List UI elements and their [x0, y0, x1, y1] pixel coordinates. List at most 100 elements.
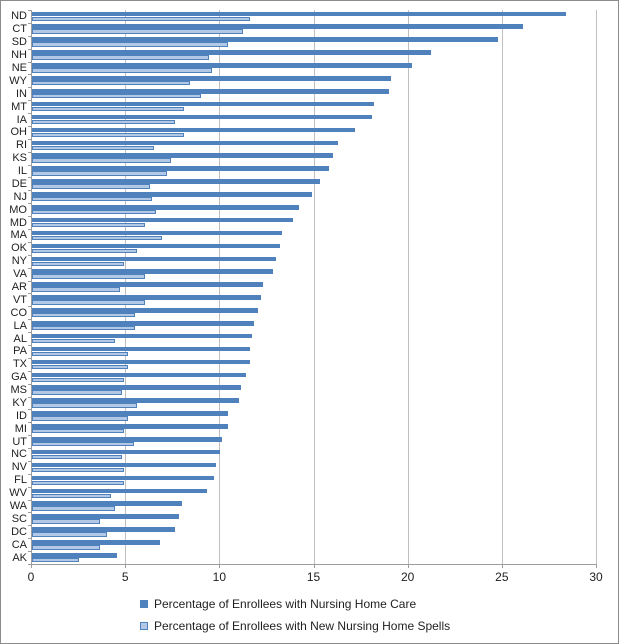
x-axis-tick — [501, 564, 503, 568]
bar-row-ok — [32, 242, 596, 255]
y-axis-label-ms: MS — [10, 384, 28, 397]
y-axis-tick — [27, 473, 32, 475]
y-axis-label-oh: OH — [10, 126, 28, 139]
bar-new-spells-nh — [32, 55, 209, 60]
legend-entry-nursing-home-care: Percentage of Enrollees with Nursing Hom… — [140, 597, 416, 611]
x-axis-tick — [125, 564, 127, 568]
y-axis-label-al: AL — [13, 332, 27, 345]
y-axis-tick — [27, 319, 32, 321]
bar-new-spells-md — [32, 222, 145, 228]
y-axis-label-va: VA — [13, 268, 27, 281]
bar-nursing-home-care-wa — [32, 501, 183, 507]
y-axis-tick — [27, 74, 32, 76]
y-axis-label-ny: NY — [11, 255, 27, 268]
x-axis-label: 30 — [589, 570, 603, 584]
y-axis-label-mi: MI — [14, 422, 27, 435]
y-axis-tick — [27, 100, 32, 102]
bar-new-spells-co — [32, 313, 136, 318]
y-axis-tick — [27, 61, 32, 63]
bar-new-spells-ga — [32, 377, 125, 382]
legend-entry-new-nursing-home-spells: Percentage of Enrollees with New Nursing… — [140, 619, 450, 633]
bar-new-spells-la — [32, 325, 136, 331]
bar-nursing-home-care-nd — [32, 11, 566, 17]
bar-row-ct — [32, 23, 596, 36]
y-axis-tick — [27, 216, 32, 218]
x-axis-label: 5 — [121, 570, 129, 584]
bar-new-spells-nd — [32, 16, 251, 21]
y-axis-label-id: ID — [16, 409, 27, 422]
y-axis-label-in: IN — [16, 87, 27, 100]
bar-nursing-home-care-wv — [32, 488, 207, 494]
x-axis-tick — [313, 564, 315, 568]
bar-row-mi — [32, 423, 596, 436]
y-axis-tick — [27, 332, 32, 334]
y-axis-label-wv: WV — [9, 487, 27, 500]
bar-new-spells-mo — [32, 209, 157, 215]
legend-label-nursing-home-care: Percentage of Enrollees with Nursing Hom… — [154, 597, 417, 611]
y-axis-tick — [27, 241, 32, 243]
bar-nursing-home-care-ut — [32, 436, 222, 442]
bar-nursing-home-care-in — [32, 88, 390, 94]
bar-nursing-home-care-mt — [32, 101, 375, 107]
bar-nursing-home-care-vt — [32, 295, 262, 300]
bar-row-la — [32, 319, 596, 332]
bar-nursing-home-care-ks — [32, 153, 333, 158]
bar-row-ia — [32, 113, 596, 126]
bar-new-spells-ky — [32, 403, 138, 408]
bar-nursing-home-care-ma — [32, 230, 283, 236]
bar-row-ky — [32, 397, 596, 410]
y-axis-label-nv: NV — [11, 461, 27, 474]
y-axis-label-ok: OK — [11, 242, 27, 255]
bar-nursing-home-care-md — [32, 217, 294, 223]
bar-nursing-home-care-nh — [32, 50, 431, 55]
bar-nursing-home-care-mo — [32, 204, 299, 210]
y-axis-tick — [27, 422, 32, 424]
bar-new-spells-oh — [32, 132, 185, 137]
y-axis-tick — [27, 409, 32, 411]
y-axis-tick — [27, 486, 32, 488]
y-axis-label-wa: WA — [9, 500, 27, 513]
bar-new-spells-in — [32, 93, 202, 99]
x-axis-label: 10 — [212, 570, 226, 584]
y-axis-label-wy: WY — [9, 74, 27, 87]
bar-nursing-home-care-tx — [32, 359, 251, 365]
bar-row-ne — [32, 62, 596, 75]
bar-nursing-home-care-al — [32, 333, 252, 339]
y-axis-label-ma: MA — [10, 229, 28, 242]
bar-new-spells-ok — [32, 248, 138, 254]
y-axis-tick — [27, 460, 32, 462]
bar-row-in — [32, 87, 596, 100]
y-axis-label-nc: NC — [11, 448, 27, 461]
bar-row-dc — [32, 526, 596, 539]
bar-row-nd — [32, 10, 596, 23]
bar-row-ga — [32, 371, 596, 384]
bar-row-ms — [32, 384, 596, 397]
y-axis-label-pa: PA — [13, 345, 27, 358]
y-axis-label-co: CO — [10, 306, 28, 319]
y-axis-tick — [27, 293, 32, 295]
bar-row-mt — [32, 100, 596, 113]
gridline — [313, 10, 315, 564]
bar-new-spells-ny — [32, 261, 125, 266]
y-axis-label-ak: AK — [12, 551, 27, 564]
x-axis-label: 15 — [306, 570, 321, 584]
bar-row-wv — [32, 487, 596, 500]
y-axis-label-tx: TX — [12, 358, 27, 371]
bar-new-spells-mt — [32, 106, 185, 112]
bar-row-fl — [32, 474, 596, 487]
y-axis-tick — [27, 383, 32, 385]
y-axis-label-nd: ND — [11, 10, 27, 23]
bar-new-spells-dc — [32, 532, 108, 537]
y-axis-label-sc: SC — [11, 512, 27, 525]
gridline — [596, 10, 597, 564]
bar-row-sc — [32, 513, 596, 526]
bar-row-vt — [32, 294, 596, 307]
y-axis-tick — [27, 357, 32, 359]
bar-nursing-home-care-il — [32, 166, 330, 171]
y-axis-tick — [27, 370, 32, 372]
bar-row-ks — [32, 152, 596, 165]
y-axis-label-ks: KS — [12, 152, 27, 165]
bar-row-wa — [32, 500, 596, 513]
bar-new-spells-ar — [32, 287, 121, 292]
